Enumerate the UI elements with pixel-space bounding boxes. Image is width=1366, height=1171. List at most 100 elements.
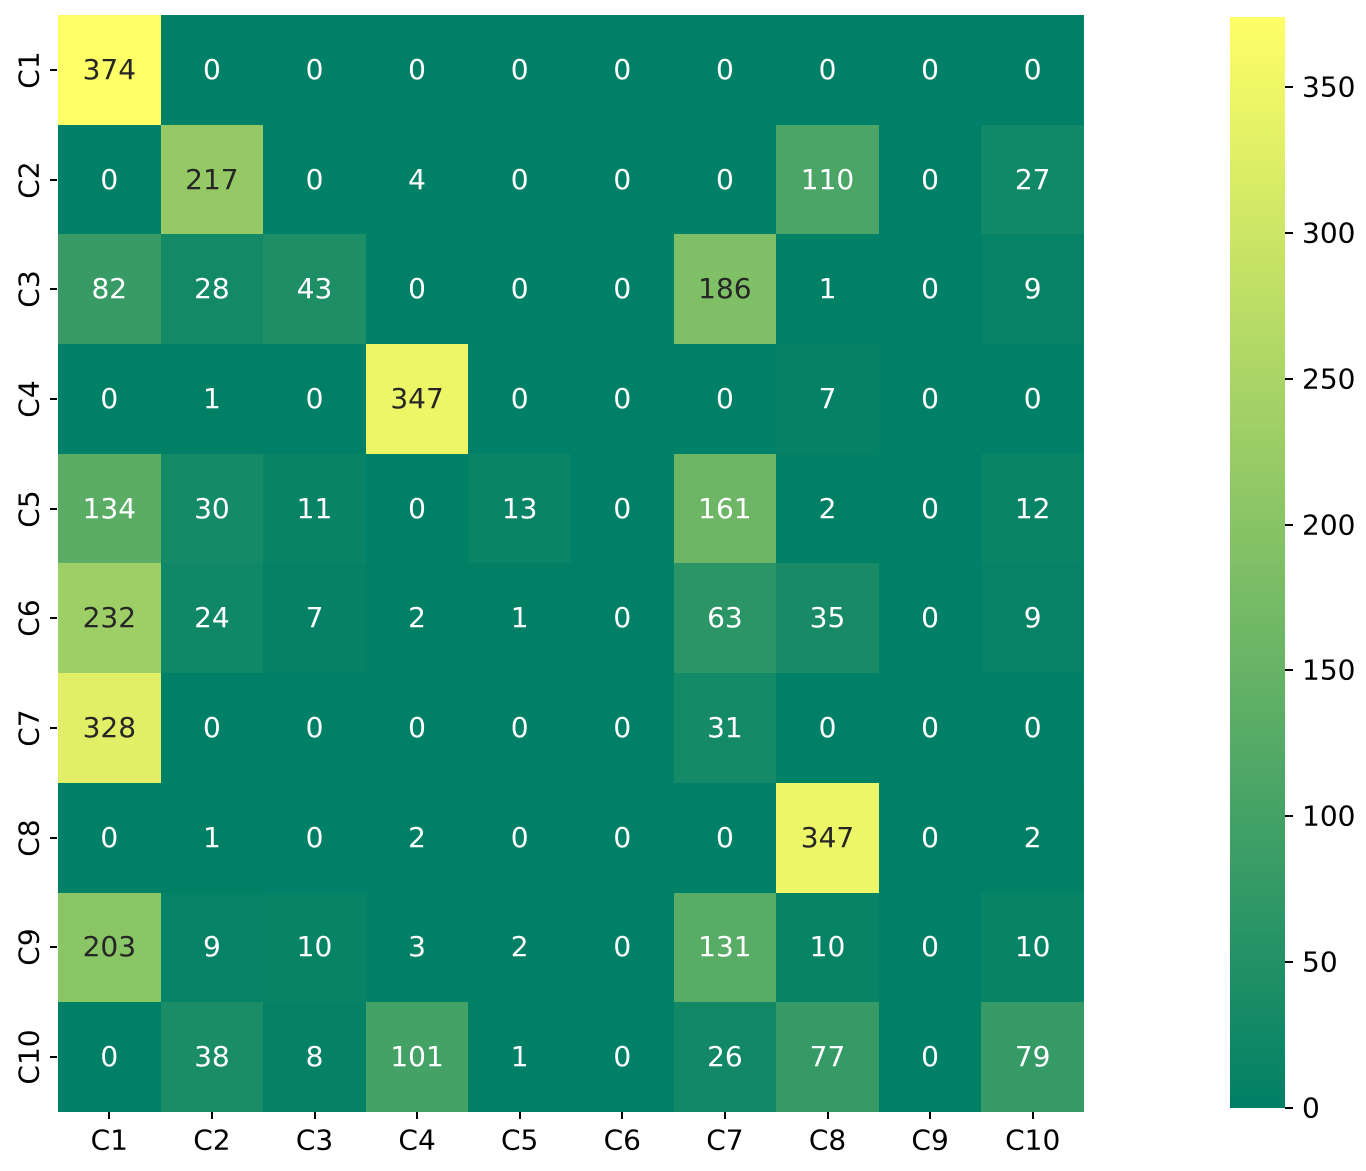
- cell-value: 0: [613, 381, 632, 415]
- cell-value: 347: [390, 381, 444, 415]
- heatmap-cell: 0: [570, 673, 674, 783]
- cell-value: 0: [921, 820, 939, 854]
- cell-value: 0: [818, 711, 837, 745]
- heatmap-cell: 1: [160, 344, 264, 454]
- cell-value: 131: [698, 930, 752, 964]
- cell-value: 0: [613, 820, 632, 854]
- heatmap-cell: 0: [673, 124, 777, 235]
- heatmap-cell: 10: [776, 892, 879, 1003]
- cell-value: 203: [82, 930, 137, 964]
- cell-value: 77: [809, 1040, 846, 1074]
- y-axis-tick-label: C5: [12, 489, 46, 528]
- cell-value: 0: [305, 52, 324, 86]
- cell-value: 10: [1014, 930, 1051, 964]
- cell-value: 1: [510, 1040, 529, 1074]
- cell-value: 0: [715, 820, 734, 854]
- heatmap-cell: 1: [776, 234, 879, 345]
- y-tick-mark: [50, 836, 57, 839]
- heatmap-cell: 8: [263, 1002, 366, 1112]
- cell-value: 31: [707, 711, 743, 745]
- heatmap-cell: 82: [58, 234, 161, 345]
- colorbar-tick-mark: [1285, 377, 1293, 380]
- heatmap-cell: 134: [58, 453, 161, 564]
- heatmap-cell: 0: [570, 15, 674, 125]
- cell-value: 2: [818, 491, 837, 525]
- cell-value: 7: [818, 381, 837, 415]
- x-tick-mark: [826, 1112, 829, 1119]
- heatmap-cell: 2: [468, 892, 571, 1003]
- heatmap-cell: 1: [468, 563, 571, 674]
- cell-value: 110: [800, 162, 855, 196]
- cell-value: 0: [510, 52, 529, 86]
- heatmap-cell: 186: [673, 234, 777, 345]
- cell-value: 26: [707, 1040, 743, 1074]
- heatmap-cell: 0: [570, 1002, 674, 1112]
- cell-value: 13: [501, 491, 538, 525]
- cell-value: 2: [408, 820, 426, 854]
- cell-value: 0: [921, 601, 939, 635]
- heatmap-cell: 0: [263, 673, 366, 783]
- heatmap-cell: 0: [58, 344, 161, 454]
- heatmap-cell: 0: [570, 563, 674, 674]
- heatmap-cell: 347: [776, 782, 879, 893]
- heatmap-cell: 0: [570, 782, 674, 893]
- colorbar-tick-label: 50: [1302, 945, 1338, 979]
- cell-value: 4: [408, 162, 426, 196]
- y-axis-tick-label: C9: [12, 928, 46, 967]
- x-tick-mark: [929, 1112, 932, 1119]
- heatmap-cell: 0: [160, 15, 264, 125]
- heatmap-cell: 31: [673, 673, 777, 783]
- heatmap-cell: 161: [673, 453, 777, 564]
- heatmap-cell: 0: [981, 15, 1084, 125]
- y-tick-mark: [50, 617, 57, 620]
- heatmap-cell: 35: [776, 563, 879, 674]
- x-tick-mark: [210, 1112, 213, 1119]
- x-axis-tick-label: C9: [911, 1123, 949, 1157]
- colorbar-tick-label: 0: [1302, 1091, 1320, 1125]
- heatmap-cell: 110: [776, 124, 879, 235]
- heatmap-cell: 12: [981, 453, 1084, 564]
- heatmap-cell: 1: [160, 782, 264, 893]
- colorbar-tick-label: 300: [1302, 216, 1356, 250]
- cell-value: 24: [194, 601, 230, 635]
- cell-value: 9: [1023, 272, 1042, 306]
- y-axis-tick-label: C10: [12, 1029, 46, 1085]
- y-tick-mark: [50, 397, 57, 400]
- cell-value: 0: [613, 601, 632, 635]
- heatmap-cell: 347: [365, 344, 469, 454]
- heatmap-cell: 24: [160, 563, 264, 674]
- cell-value: 1: [202, 381, 221, 415]
- y-tick-mark: [50, 507, 57, 510]
- heatmap-cell: 77: [776, 1002, 879, 1112]
- cell-value: 0: [100, 381, 119, 415]
- cell-value: 0: [408, 52, 426, 86]
- cell-value: 374: [82, 52, 137, 86]
- y-axis-tick-label: C4: [12, 380, 46, 418]
- cell-value: 9: [202, 930, 221, 964]
- heatmap-grid: 374 0 0 0 0 0 0 0 0 0 0 217 0 4 0 0 0 110 0 27 82 28 43 0 0 0 186 1…: [58, 15, 1084, 1112]
- x-axis-tick-label: C4: [398, 1123, 436, 1157]
- heatmap-cell: 2: [365, 782, 469, 893]
- x-tick-mark: [621, 1112, 624, 1119]
- cell-value: 0: [921, 1040, 939, 1074]
- cell-value: 0: [613, 711, 632, 745]
- cell-value: 10: [296, 930, 333, 964]
- heatmap-cell: 0: [570, 344, 674, 454]
- cell-value: 0: [202, 52, 221, 86]
- heatmap-cell: 11: [263, 453, 366, 564]
- heatmap-cell: 9: [160, 892, 264, 1003]
- cell-value: 0: [1023, 381, 1042, 415]
- heatmap-cell: 0: [776, 673, 879, 783]
- colorbar-tick-mark: [1285, 231, 1293, 234]
- cell-value: 9: [1023, 601, 1042, 635]
- heatmap-cell: 0: [58, 782, 161, 893]
- cell-value: 0: [510, 272, 529, 306]
- cell-value: 101: [390, 1040, 444, 1074]
- heatmap-cell: 0: [878, 15, 982, 125]
- cell-value: 79: [1014, 1040, 1051, 1074]
- heatmap-cell: 131: [673, 892, 777, 1003]
- y-axis-tick-label: C1: [12, 51, 46, 89]
- heatmap-cell: 328: [58, 673, 161, 783]
- colorbar-tick-mark: [1285, 815, 1293, 818]
- cell-value: 0: [921, 272, 939, 306]
